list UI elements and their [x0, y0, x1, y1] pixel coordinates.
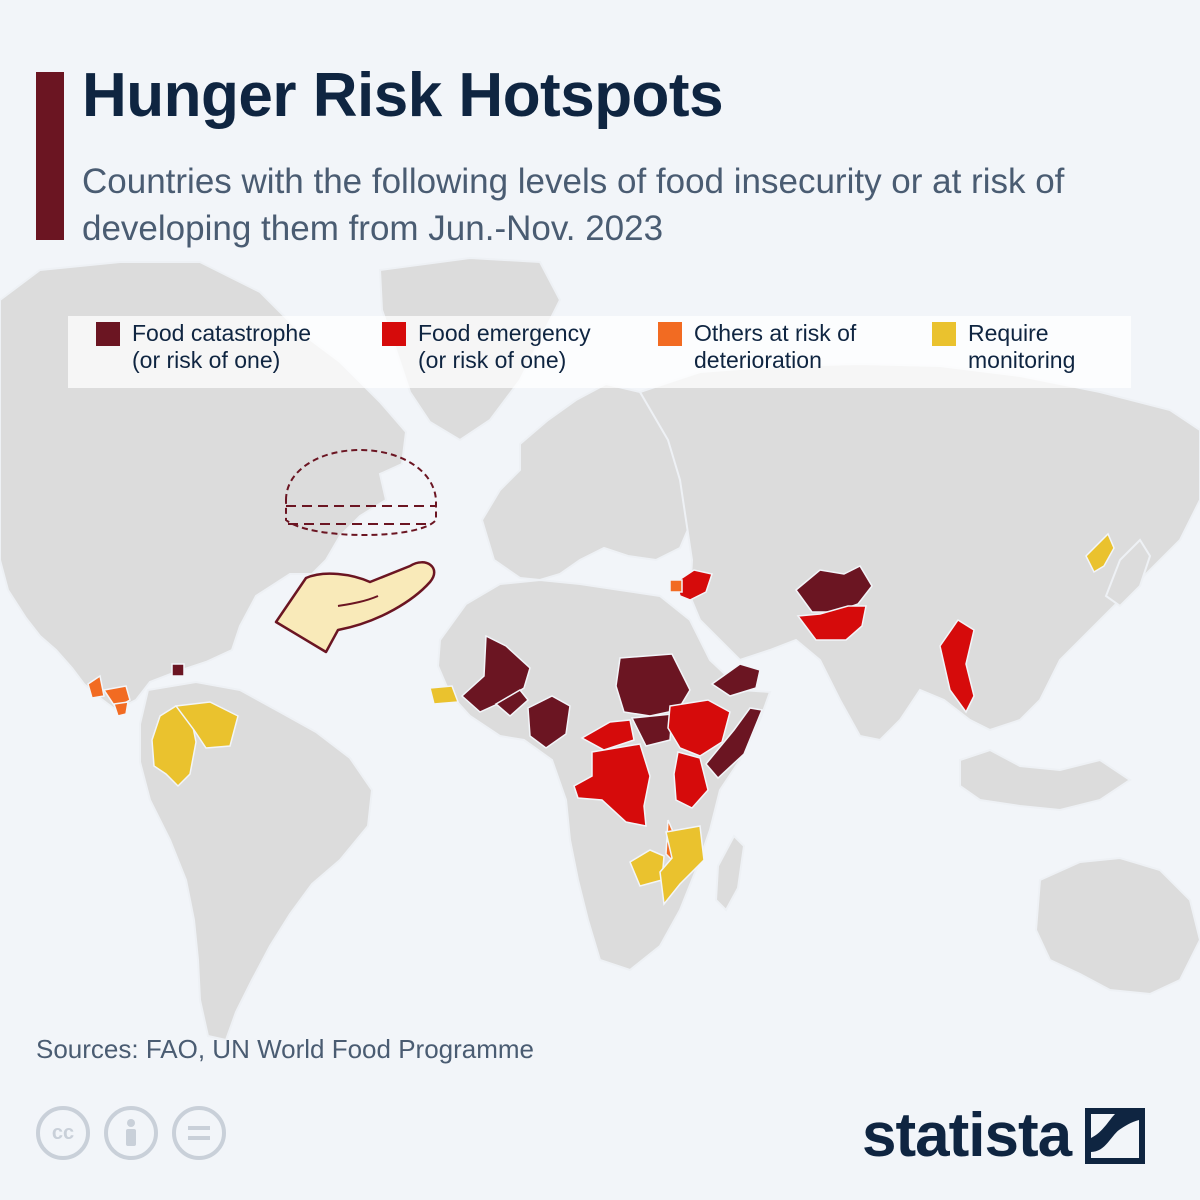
country-car	[580, 719, 635, 751]
legend-label: Others at risk of deterioration	[694, 320, 857, 373]
country-colombia	[151, 705, 197, 788]
asia	[638, 362, 1200, 742]
country-nigeria	[527, 695, 571, 749]
country-north-korea	[1085, 532, 1115, 574]
madagascar	[714, 834, 746, 912]
country-haiti	[171, 663, 185, 677]
legend-label: Food emergency (or risk of one)	[418, 320, 591, 373]
person-icon[interactable]	[104, 1106, 158, 1160]
equals-icon[interactable]	[172, 1106, 226, 1160]
legend-item-emergency: Food emergency (or risk of one)	[382, 320, 591, 374]
country-afghanistan	[794, 565, 873, 613]
country-mozambique	[659, 825, 705, 906]
cc-icon[interactable]: cc	[36, 1106, 90, 1160]
country-yemen	[710, 663, 761, 697]
legend-label: Food catastrophe (or risk of one)	[132, 320, 312, 373]
source-note: Sources: FAO, UN World Food Programme	[36, 1034, 535, 1064]
legend-item-monitoring: Require monitoring	[932, 320, 1075, 374]
logo-text: statista	[862, 1101, 1072, 1170]
south-america	[139, 680, 374, 1042]
country-myanmar	[939, 618, 975, 714]
country-venezuela	[174, 701, 239, 749]
country-nicaragua	[113, 701, 129, 717]
southeast-asia	[959, 748, 1132, 812]
country-burkina-faso	[494, 689, 530, 717]
country-lebanon	[669, 579, 683, 593]
page-title: Hunger Risk Hotspots	[82, 61, 724, 130]
legend-item-at-risk: Others at risk of deterioration	[658, 320, 856, 374]
country-drc	[573, 743, 651, 827]
license-icons: cc	[36, 1106, 226, 1160]
page-subtitle: Countries with the following levels of f…	[82, 162, 1065, 248]
country-ethiopia	[667, 699, 731, 757]
statista-logo[interactable]: statista	[862, 1100, 1146, 1171]
legend-swatch	[96, 322, 120, 346]
legend-swatch	[382, 322, 406, 346]
country-kenya	[673, 751, 709, 809]
country-somalia	[705, 707, 764, 780]
country-syria	[675, 569, 713, 601]
legend: Food catastrophe (or risk of one) Food e…	[68, 316, 1131, 388]
australia	[1034, 856, 1200, 996]
legend-swatch	[658, 322, 682, 346]
country-sudan	[615, 653, 691, 717]
japan	[1104, 538, 1152, 608]
hand-holding-bowl-icon	[274, 448, 437, 654]
statista-mark-icon	[1085, 1107, 1146, 1164]
legend-item-catastrophe: Food catastrophe (or risk of one)	[96, 320, 311, 374]
country-south-sudan	[630, 713, 673, 747]
country-senegal	[429, 685, 460, 705]
country-pakistan	[796, 605, 867, 641]
country-guatemala	[87, 674, 105, 699]
legend-label: Require monitoring	[968, 320, 1076, 373]
country-mali	[460, 634, 531, 713]
accent-bar	[36, 72, 64, 240]
legend-swatch	[932, 322, 956, 346]
